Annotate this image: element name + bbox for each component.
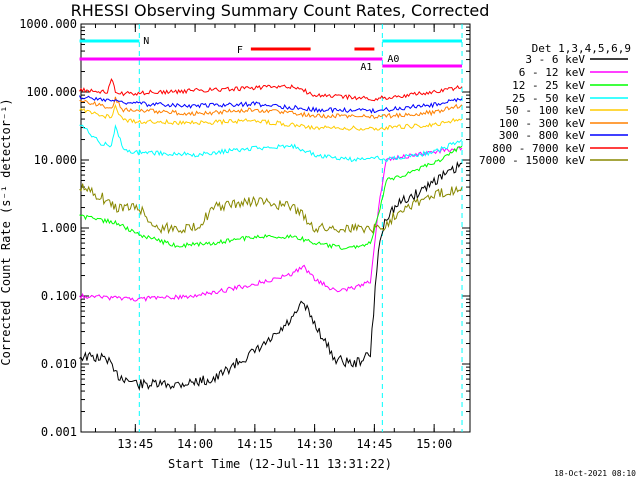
x-axis-label: Start Time (12-Jul-11 13:31:22)	[168, 457, 392, 471]
legend-label: 25 - 50 keV	[512, 92, 585, 105]
legend-label: 50 - 100 keV	[506, 104, 586, 117]
series-line	[79, 103, 463, 131]
y-tick-label: 10.000	[34, 153, 77, 167]
y-tick-label: 0.010	[41, 357, 77, 371]
legend-label: 7000 - 15000 keV	[479, 154, 585, 167]
flag-label: F	[237, 45, 243, 56]
series-line	[79, 146, 463, 302]
chart-title: RHESSI Observing Summary Count Rates, Co…	[71, 1, 490, 20]
y-axis-label: Corrected Count Rate (s⁻¹ detector⁻¹)	[0, 98, 13, 365]
x-tick-label: 13:45	[117, 437, 153, 451]
x-tick-label: 15:00	[416, 437, 452, 451]
legend-label: 300 - 800 keV	[499, 129, 585, 142]
legend-label: 100 - 300 keV	[499, 117, 585, 130]
y-tick-label: 0.100	[41, 289, 77, 303]
y-tick-label: 1.000	[41, 221, 77, 235]
x-tick-label: 14:45	[356, 437, 392, 451]
legend-label: 800 - 7000 keV	[492, 142, 585, 155]
legend-label: 12 - 25 keV	[512, 79, 585, 92]
x-tick-label: 14:15	[237, 437, 273, 451]
legend-label: 3 - 6 keV	[525, 53, 585, 66]
y-tick-label: 100.000	[26, 85, 77, 99]
series-line	[79, 145, 463, 251]
x-tick-label: 14:30	[297, 437, 333, 451]
series-line	[79, 96, 463, 120]
flag-label: N	[143, 36, 149, 47]
plot-area: 1000.000 100.000 10.000 1.000 0.100 0.010 0.00…	[19, 17, 628, 451]
series-line	[79, 95, 463, 114]
legend-title: Det 1,3,4,5,6,9	[532, 42, 631, 55]
series-line	[79, 123, 463, 163]
x-tick-label: 14:00	[177, 437, 213, 451]
series-line	[79, 183, 463, 235]
series-line	[79, 160, 463, 392]
y-tick-label: 1000.000	[19, 17, 77, 31]
legend-label: 6 - 12 keV	[519, 66, 586, 79]
flag-label: A1	[360, 62, 372, 73]
series-line	[79, 78, 463, 102]
y-tick-label: 0.001	[41, 425, 77, 439]
flag-label: A0	[387, 54, 399, 65]
footer-date: 18-Oct-2021 08:10	[554, 469, 636, 478]
